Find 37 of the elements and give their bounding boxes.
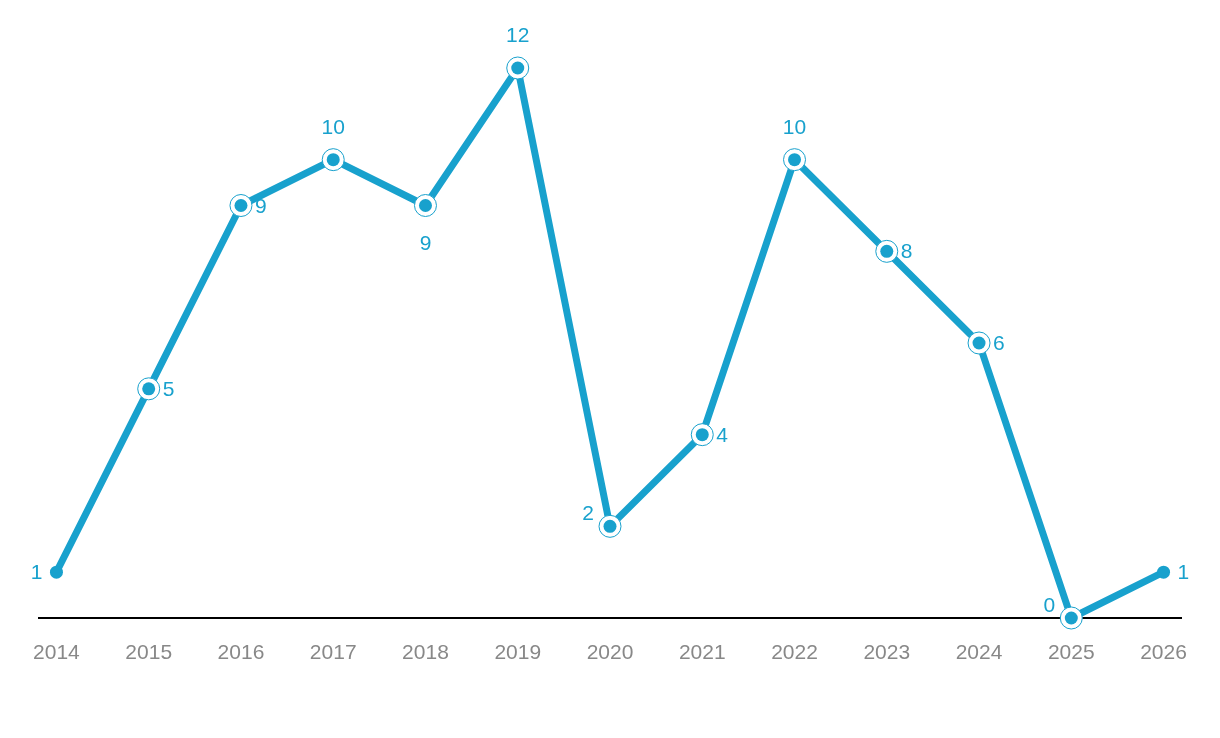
x-tick-label: 2020 [586, 639, 634, 663]
point [690, 423, 714, 447]
data-label: 9 [419, 230, 432, 254]
x-tick-label: 2023 [863, 639, 911, 663]
x-tick-label: 2017 [309, 639, 357, 663]
data-label: 5 [162, 376, 175, 400]
point [598, 514, 622, 538]
x-tick-label: 2016 [217, 639, 265, 663]
data-label: 6 [993, 331, 1005, 354]
x-tick-label: 2019 [494, 639, 542, 663]
point [783, 148, 807, 172]
point [1059, 606, 1083, 630]
x-tick-label: 2014 [33, 639, 81, 663]
data-label: 1 [1177, 560, 1190, 584]
data-label: 0 [1043, 593, 1056, 616]
x-tick-label: 2018 [402, 639, 449, 663]
data-label: 9 [254, 193, 267, 217]
data-label: 4 [716, 422, 729, 446]
point [229, 194, 253, 217]
data-label: 10 [782, 114, 807, 138]
point [321, 148, 345, 172]
point [967, 331, 991, 355]
data-label: 10 [321, 114, 345, 138]
x-tick-label: 2015 [125, 639, 173, 663]
data-label: 12 [506, 23, 530, 46]
point [875, 239, 899, 263]
data-label: 1 [30, 560, 43, 584]
x-tick-label: 2021 [678, 639, 726, 663]
point [137, 377, 161, 401]
x-tick-label: 2026 [1140, 639, 1187, 663]
x-tick-label: 2022 [771, 639, 818, 663]
data-label: 8 [900, 239, 913, 263]
data-label: 2 [582, 501, 594, 525]
x-tick-label: 2024 [955, 639, 1003, 663]
point [506, 56, 530, 80]
x-tick-label: 2025 [1047, 639, 1095, 663]
point [413, 194, 437, 217]
